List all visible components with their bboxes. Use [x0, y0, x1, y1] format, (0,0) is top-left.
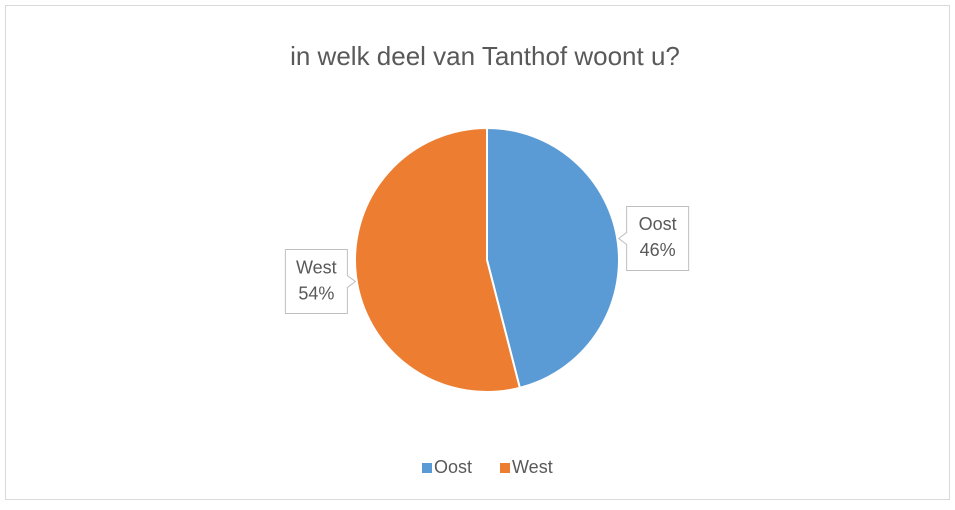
data-label-box	[284, 249, 357, 315]
pie-slice	[486, 126, 620, 390]
data-label-value: 46%	[640, 240, 676, 260]
data-label-category: Oost	[639, 214, 677, 234]
legend-swatch	[500, 463, 511, 473]
data-label-box	[617, 205, 690, 271]
legend-swatch	[422, 463, 432, 473]
data-label-value: 54%	[298, 283, 334, 303]
data-label-category: West	[296, 257, 337, 277]
legend-label: Oost	[434, 457, 472, 477]
chart-title: in welk deel van Tanthof woont u?	[290, 41, 680, 71]
legend-label: West	[512, 457, 553, 477]
pie-slice	[354, 126, 522, 393]
